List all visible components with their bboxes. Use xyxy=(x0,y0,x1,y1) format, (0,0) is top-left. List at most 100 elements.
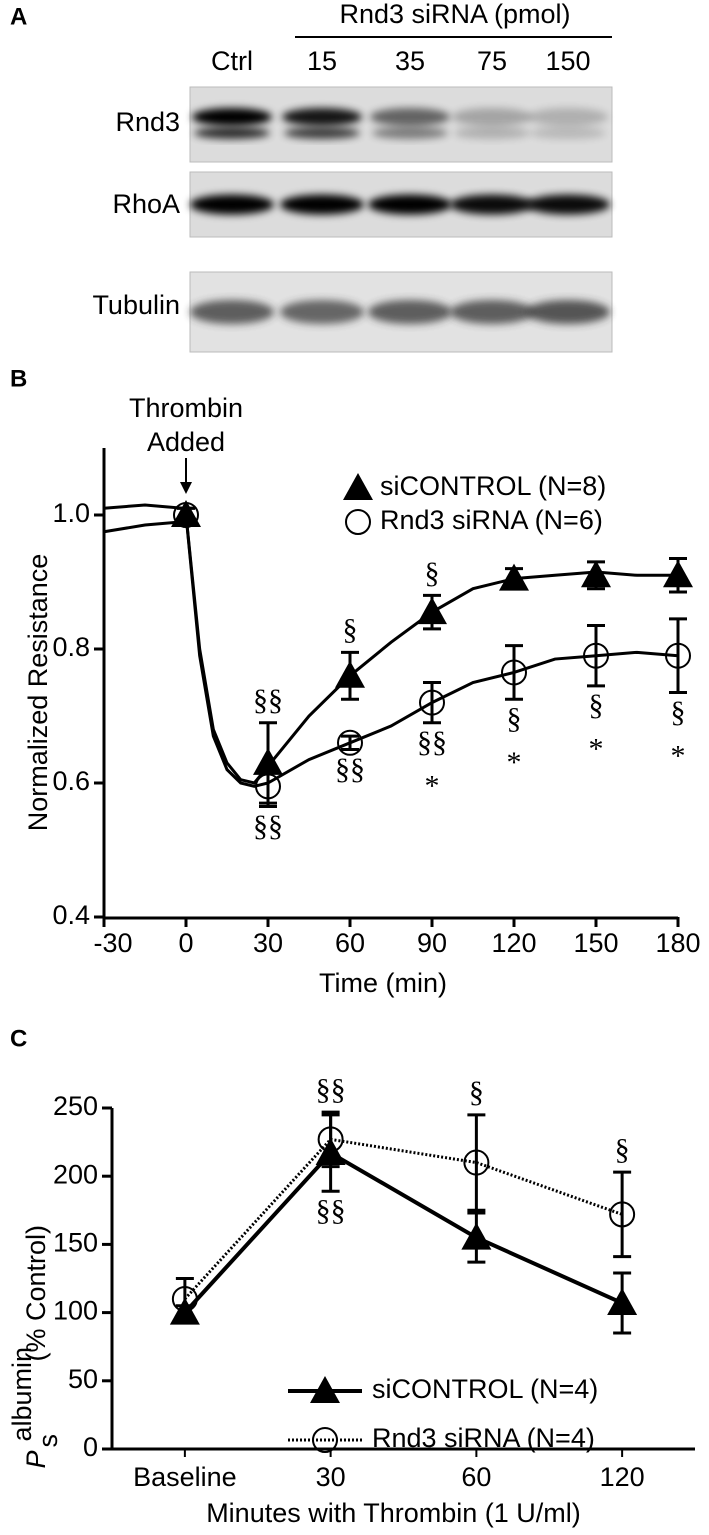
marker xyxy=(345,509,371,535)
y-tick-label: 0.4 xyxy=(52,900,90,930)
series-line xyxy=(183,1137,623,1300)
significance-label: § xyxy=(469,1076,484,1109)
band xyxy=(526,300,610,324)
significance-label: § xyxy=(615,1133,630,1166)
x-tick-label: 60 xyxy=(335,928,365,958)
marker xyxy=(461,1222,492,1250)
y-tick-label: 50 xyxy=(68,1364,98,1394)
row-label: RhoA xyxy=(112,189,180,219)
error-bar xyxy=(175,1277,194,1321)
error-bar xyxy=(669,617,687,695)
arrowhead xyxy=(180,482,192,494)
y-tick-label: 0 xyxy=(83,1432,98,1462)
band xyxy=(526,194,610,215)
marker xyxy=(609,1201,636,1228)
band xyxy=(372,127,448,139)
lane-label: Ctrl xyxy=(211,46,253,76)
marker xyxy=(583,642,609,669)
band xyxy=(450,194,534,215)
legend-label: siCONTROL (N=8) xyxy=(380,471,606,501)
y-axis-label: Normalized Resistance xyxy=(23,554,53,832)
y-tick-label: 100 xyxy=(53,1296,98,1326)
x-tick-label: 30 xyxy=(253,928,283,958)
annotation: Thrombin xyxy=(129,393,243,423)
significance-label: §§ xyxy=(253,684,283,717)
marker xyxy=(171,1285,198,1312)
error-bar xyxy=(341,734,359,751)
y-label-sub: s xyxy=(33,1434,63,1448)
lane-label: 35 xyxy=(395,46,425,76)
y-tick-label: 0.6 xyxy=(52,766,90,796)
y-tick-label: 0.8 xyxy=(52,632,90,662)
x-tick-label: 150 xyxy=(573,928,618,958)
x-tick-label: 0 xyxy=(178,928,193,958)
x-tick-label: 90 xyxy=(417,928,447,958)
significance-label: § xyxy=(507,702,522,735)
marker xyxy=(343,473,373,500)
marker xyxy=(335,660,365,688)
band xyxy=(528,108,608,126)
trace xyxy=(103,503,679,788)
band xyxy=(452,108,532,126)
y-tick-label: 150 xyxy=(53,1228,98,1258)
panel-label: A xyxy=(10,3,27,30)
lane-label: 15 xyxy=(307,46,337,76)
blot-header: Rnd3 siRNA (pmol) xyxy=(339,0,570,29)
error-bar xyxy=(321,1110,340,1169)
significance-label: § xyxy=(671,695,686,728)
legend-label: siCONTROL (N=4) xyxy=(372,1374,598,1404)
y-label-text: (% Control) xyxy=(21,1225,51,1362)
band xyxy=(280,194,364,215)
y-tick-label: 200 xyxy=(53,1159,98,1189)
significance-label: * xyxy=(507,746,522,779)
x-axis-label: Minutes with Thrombin (1 U/ml) xyxy=(206,1498,581,1528)
x-tick-label: Baseline xyxy=(133,1462,237,1492)
marker xyxy=(417,597,447,625)
band xyxy=(280,300,364,324)
marker xyxy=(665,642,691,669)
band xyxy=(190,300,274,324)
marker xyxy=(317,1126,344,1153)
x-tick-label: 60 xyxy=(461,1462,491,1492)
marker xyxy=(581,560,611,588)
marker xyxy=(253,747,283,775)
x-tick-label: 120 xyxy=(600,1462,645,1492)
y-tick-label: 1.0 xyxy=(52,498,90,528)
marker xyxy=(337,729,363,756)
marker xyxy=(607,1288,638,1316)
error-bar xyxy=(423,681,441,725)
series-line xyxy=(183,1150,623,1314)
significance-label: § xyxy=(589,689,604,722)
error-bar xyxy=(613,1170,632,1259)
marker xyxy=(255,773,281,800)
error-bar xyxy=(177,506,195,524)
significance-label: * xyxy=(425,770,440,803)
significance-label: §§ xyxy=(417,726,447,759)
x-tick-label: 180 xyxy=(655,928,700,958)
band xyxy=(190,194,274,215)
x-axis-label: Time (min) xyxy=(319,968,447,998)
legend-label: Rnd3 siRNA (N=4) xyxy=(372,1423,595,1453)
x-tick-label: 120 xyxy=(491,928,536,958)
error-bar xyxy=(467,1113,486,1212)
error-bar xyxy=(587,624,605,688)
blot xyxy=(189,86,613,353)
row-label: Tubulin xyxy=(92,290,180,320)
legend-label: Rnd3 siRNA (N=6) xyxy=(380,505,603,535)
band xyxy=(368,300,452,324)
marker xyxy=(463,1149,490,1176)
annotation: Added xyxy=(147,427,225,457)
y-label-symbol: P xyxy=(21,1450,51,1468)
band xyxy=(194,127,270,139)
row-label: Rnd3 xyxy=(115,107,180,137)
marker xyxy=(173,502,199,528)
x-tick-label: 30 xyxy=(316,1462,346,1492)
band xyxy=(530,127,606,139)
marker xyxy=(663,560,693,588)
marker xyxy=(310,1376,340,1403)
band xyxy=(370,108,450,126)
significance-label: §§ xyxy=(253,809,283,842)
significance-label: §§ xyxy=(316,1194,346,1227)
